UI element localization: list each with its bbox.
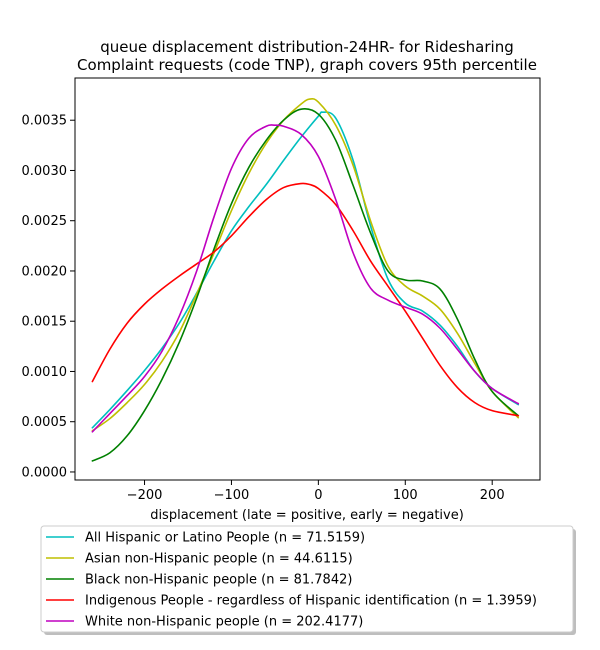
y-tick-label: 0.0000 <box>22 465 68 480</box>
legend: All Hispanic or Latino People (n = 71.51… <box>40 525 576 635</box>
x-axis: −200 −100 0 100 200 <box>127 480 505 503</box>
series-line-3 <box>91 182 520 417</box>
series-line-2 <box>91 107 520 462</box>
series-line-1 <box>91 97 520 432</box>
y-tick-label: 0.0025 <box>22 214 68 229</box>
y-tick-label: 0.0010 <box>22 365 68 380</box>
series-line-4 <box>91 124 520 433</box>
legend-entry: Black non-Hispanic people (n = 81.7842) <box>85 573 352 588</box>
y-tick-label: 0.0015 <box>22 315 68 330</box>
y-tick-label: 0.0005 <box>22 415 68 430</box>
y-axis: 0.0000 0.0005 0.0010 0.0015 0.0020 0.0025 0.00… <box>22 114 75 480</box>
legend-entry: Indigenous People - regardless of Hispan… <box>85 594 537 609</box>
x-axis-label: displacement (late = positive, early = n… <box>150 508 464 523</box>
series-line-0 <box>91 111 520 429</box>
x-tick-label: 200 <box>480 488 505 503</box>
y-tick-label: 0.0035 <box>22 114 68 129</box>
legend-entry: White non-Hispanic people (n = 202.4177) <box>85 615 363 630</box>
x-tick-label: −200 <box>127 488 163 503</box>
legend-entry: Asian non-Hispanic people (n = 44.6115) <box>85 552 353 567</box>
legend-box <box>40 525 574 633</box>
y-tick-label: 0.0030 <box>22 164 68 179</box>
plot-area <box>91 97 520 462</box>
chart-title: queue displacement distribution-24HR- fo… <box>77 38 537 74</box>
x-tick-label: 100 <box>393 488 418 503</box>
legend-entry: All Hispanic or Latino People (n = 71.51… <box>85 531 365 546</box>
x-tick-label: 0 <box>314 488 322 503</box>
plot-frame <box>74 77 541 481</box>
x-tick-label: −100 <box>214 488 250 503</box>
y-tick-label: 0.0020 <box>22 264 68 279</box>
